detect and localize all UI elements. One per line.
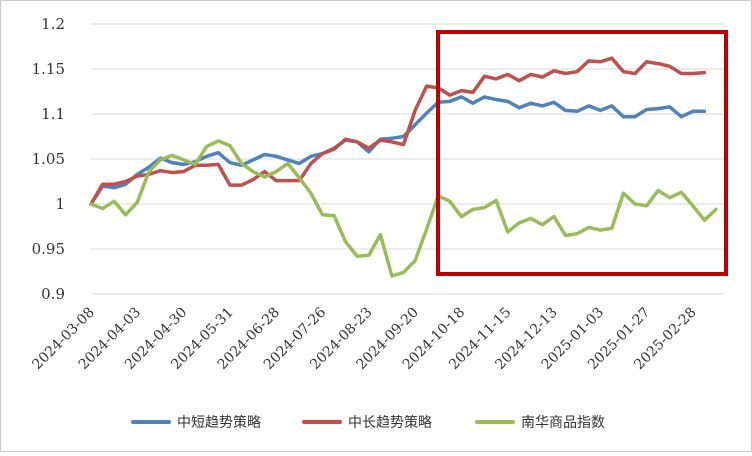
series-line-2 [89, 56, 707, 206]
series-lines [89, 56, 718, 278]
y-tick-label: 1 [55, 195, 65, 213]
y-tick-label: 1.2 [41, 15, 65, 33]
highlight-rectangle [436, 30, 728, 276]
legend: 中短趋势策略 中长趋势策略 南华商品指数 [131, 414, 605, 431]
y-axis-ticks: 0.9 0.95 1 1.05 1.1 1.15 1.2 [32, 15, 65, 303]
series-line-1 [89, 95, 707, 206]
y-tick-label: 0.95 [32, 240, 65, 258]
y-tick-label: 1.15 [32, 60, 65, 78]
y-tick-label: 1.1 [41, 105, 65, 123]
gridlines [91, 23, 724, 295]
legend-label: 中短趋势策略 [177, 414, 261, 431]
legend-label: 南华商品指数 [521, 415, 605, 431]
y-tick-label: 0.9 [41, 285, 65, 303]
y-tick-label: 1.05 [32, 150, 65, 168]
series-line-3 [89, 139, 718, 278]
legend-label: 中长趋势策略 [348, 414, 432, 431]
highlight-box [436, 30, 728, 276]
x-axis-ticks: 2024-03-082024-04-032024-04-302024-05-31… [29, 304, 699, 372]
